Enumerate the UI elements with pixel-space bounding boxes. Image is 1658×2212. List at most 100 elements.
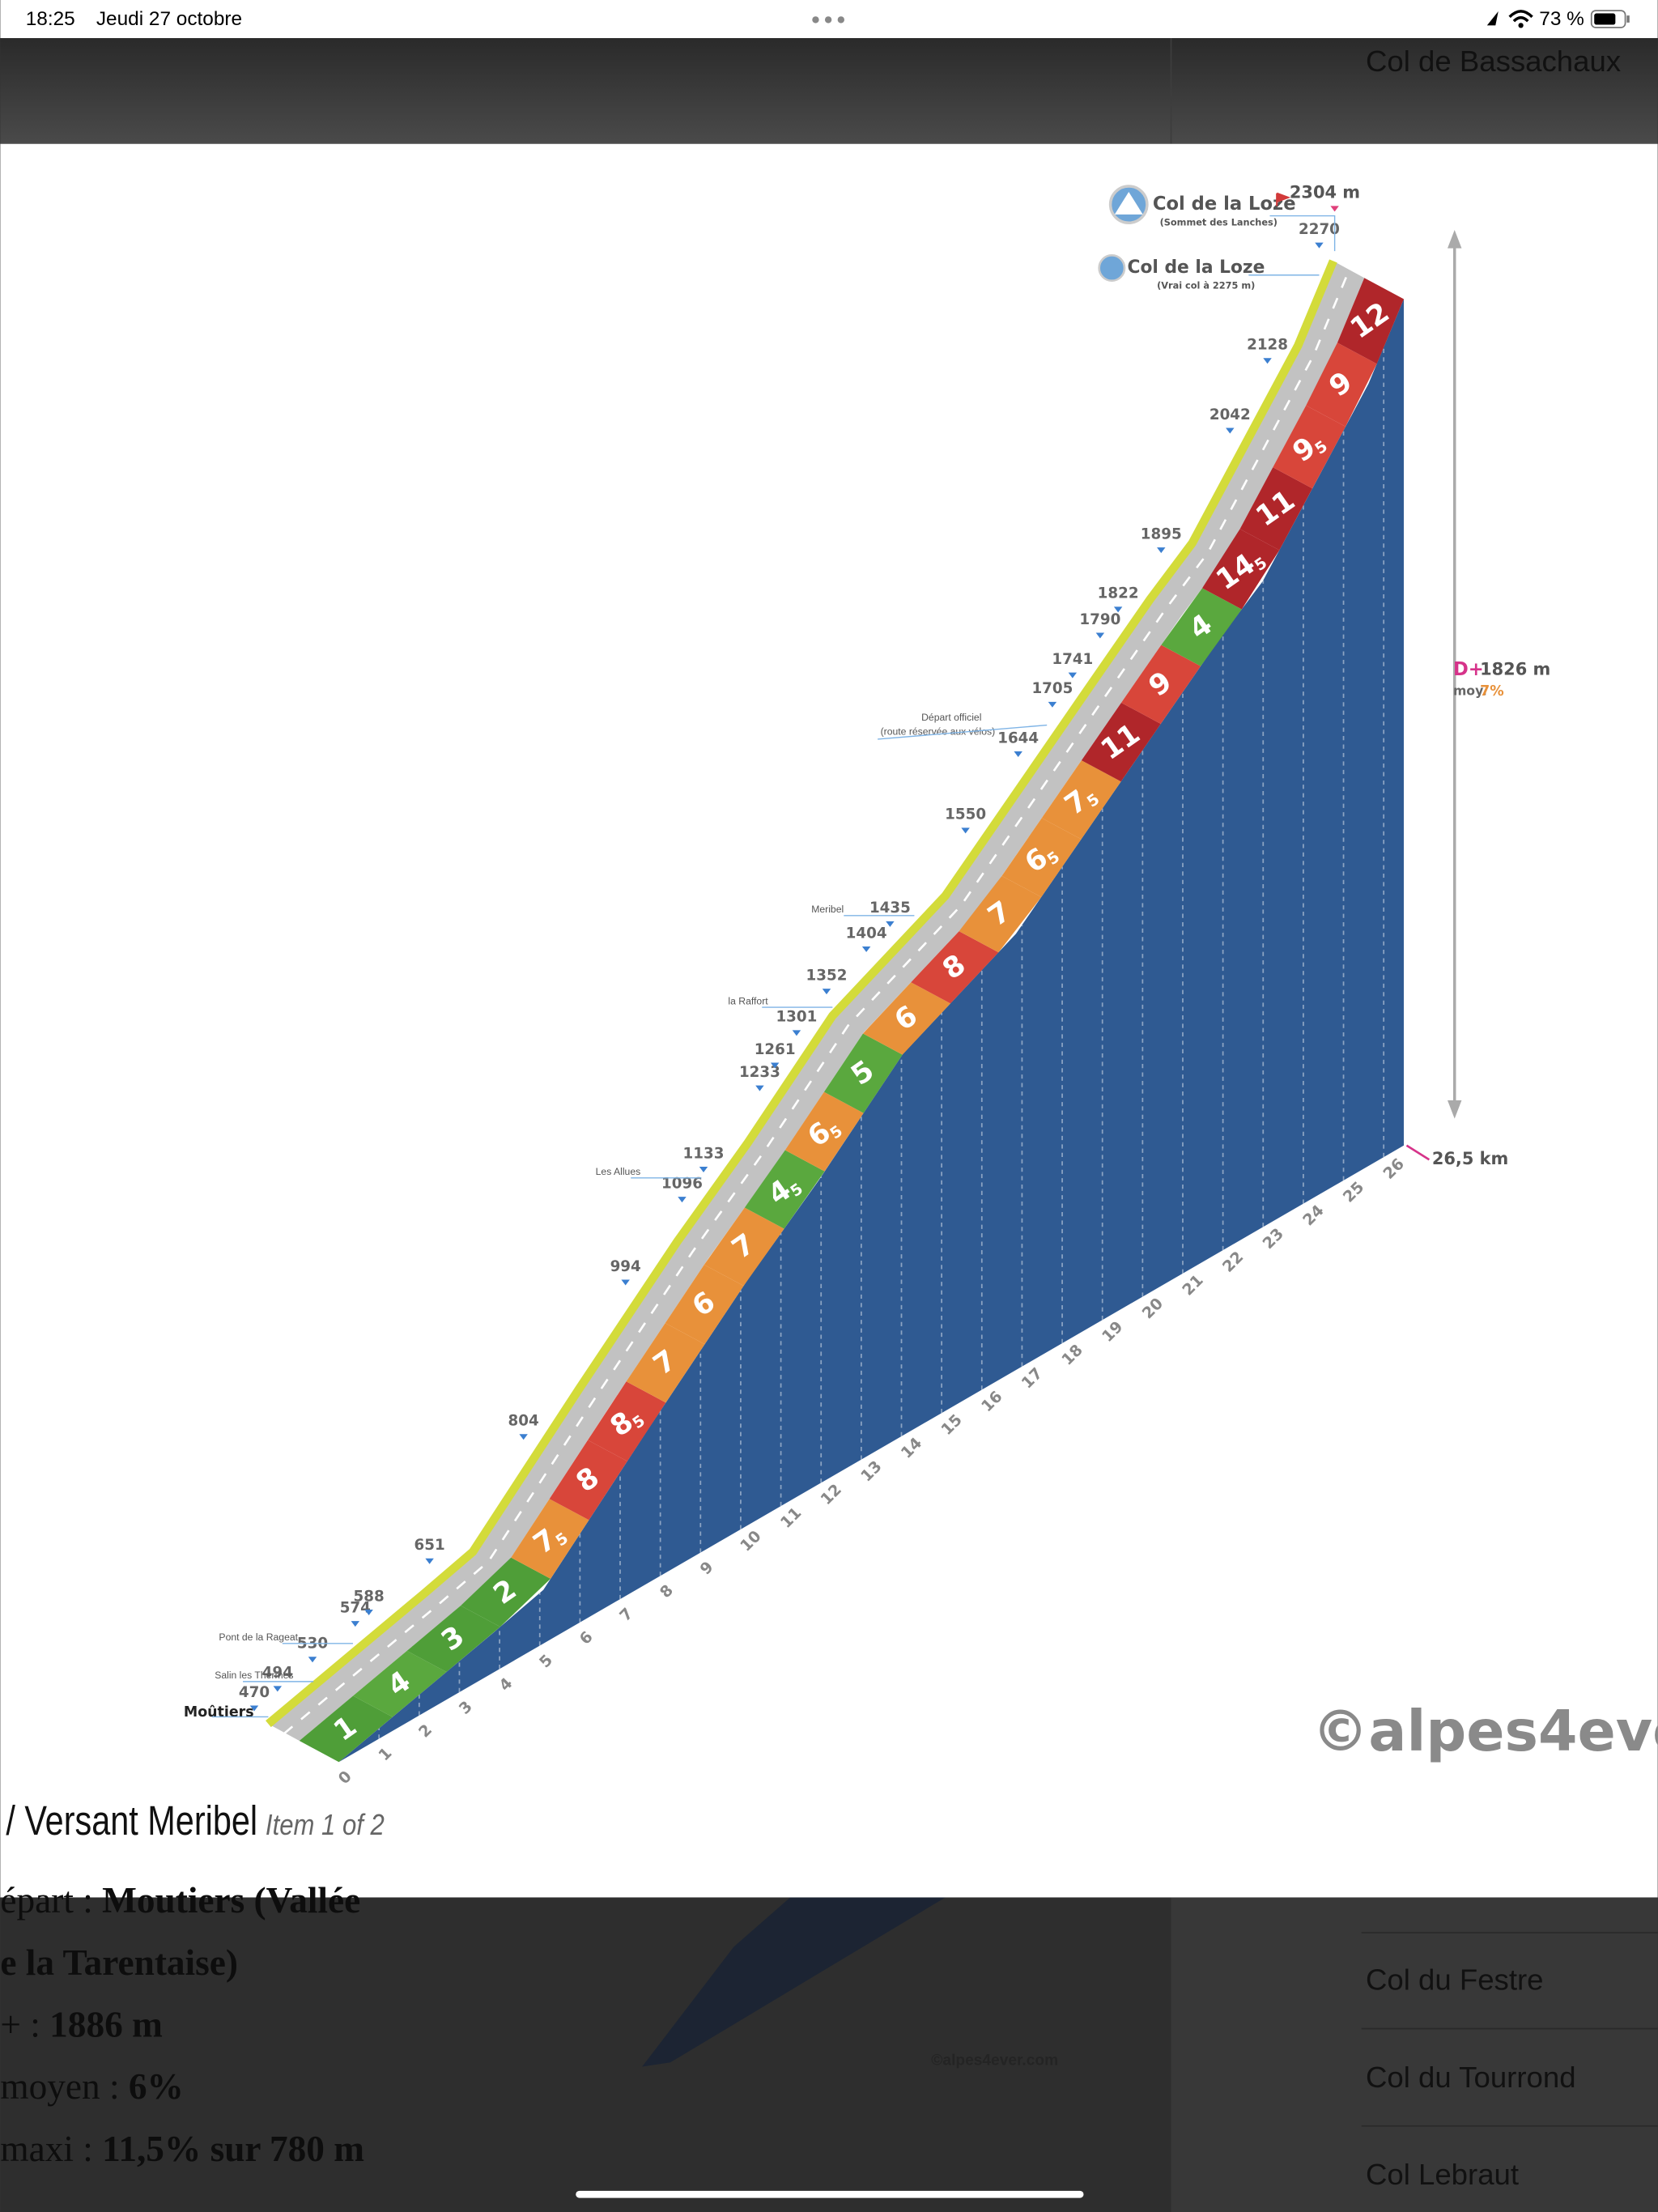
altitude-marker [1014, 751, 1022, 758]
altitude-marker [1095, 632, 1105, 639]
sidebar-link[interactable]: Col Lebraut [1366, 2158, 1519, 2191]
sidebar-band [1171, 1897, 1658, 2212]
gradient-segment [549, 1440, 627, 1521]
gradient-segment [665, 1265, 744, 1345]
altitude-label: 1233 [739, 1064, 780, 1081]
altitude-marker [1048, 701, 1057, 708]
thumbnail-watermark: ©alpes4ever.com [931, 2052, 1058, 2069]
article-line: moyen : 6% [0, 2067, 183, 2108]
article-text-part: 6% [129, 2067, 184, 2108]
article-line: + : 1886 m [0, 2005, 162, 2045]
gradient-segment [406, 1606, 500, 1673]
altitude-label: 1644 [997, 730, 1039, 747]
altitude-marker [1315, 242, 1324, 249]
altitude-label: 2042 [1209, 406, 1251, 423]
gradient-segment [959, 875, 1042, 953]
article-line: épart : Moutiers (Vallée [0, 1881, 360, 1921]
place-label: (route réservée aux vélos) [881, 725, 996, 737]
lightbox-counter: Item 1 of 2 [266, 1809, 385, 1842]
multitask-dots[interactable] [812, 16, 844, 23]
gradient-segment [1121, 644, 1201, 724]
summit-note: (Sommet des Lanches) [1160, 216, 1278, 228]
watermark: ©alpes4ever [1312, 1699, 1658, 1764]
summit-marker [1330, 206, 1339, 212]
gradient-segment [1081, 702, 1161, 782]
altitude-marker [755, 1085, 764, 1091]
altitude-marker [351, 1621, 360, 1627]
article-line: e la Tarentaise) [0, 1942, 238, 1983]
altitude-label: 1822 [1098, 585, 1139, 602]
average-label: moy. [1453, 683, 1487, 698]
gradient-segment [299, 1695, 393, 1763]
altitude-label: 994 [610, 1258, 641, 1275]
altitude-marker [822, 989, 831, 995]
altitude-label: 2128 [1247, 337, 1288, 354]
road-edge [266, 259, 1337, 1728]
altitude-marker [1226, 428, 1235, 434]
gradient-segment [1041, 760, 1121, 840]
altitude-marker [886, 921, 895, 927]
place-label: Départ officiel [921, 712, 981, 723]
average-value: 7% [1480, 683, 1504, 700]
altitude-label: 1096 [661, 1175, 703, 1192]
sidebar-link[interactable]: Col du Festre [1366, 1963, 1544, 1997]
altitude-label: 1705 [1031, 680, 1073, 697]
altitude-label: 2270 [1299, 221, 1340, 238]
place-label: Les Allues [596, 1166, 641, 1177]
sidebar-link[interactable]: Col de Bassachaux [1366, 45, 1621, 78]
gradient-segment [1161, 588, 1242, 666]
article-text-part: e la Tarentaise) [0, 1942, 238, 1983]
gradient-segment [626, 1323, 705, 1403]
article-text-part: maxi : [0, 2129, 102, 2169]
article-text-part: épart : [0, 1881, 102, 1921]
battery-tip [1626, 15, 1630, 23]
altitude-label: 574 [340, 1599, 371, 1616]
altitude-label: 1301 [776, 1009, 817, 1026]
pass-icon [1098, 254, 1126, 283]
gradient-segment [744, 1150, 825, 1229]
climb-value: 1826 m [1480, 660, 1550, 679]
altitude-marker [678, 1197, 687, 1203]
gradient-segment [1202, 529, 1280, 610]
gradient-segment [588, 1381, 666, 1461]
altitude-marker [792, 1030, 801, 1036]
gradient-segment [1239, 467, 1313, 551]
gradient-segment [353, 1650, 447, 1717]
summit-icon-peak [1114, 191, 1143, 215]
altitude-label: 1435 [869, 900, 911, 917]
climb-profile: 0123456789101112131415161718192021222324… [184, 183, 1658, 1788]
place-label: Pont de la Rageat [219, 1631, 298, 1643]
battery-fill [1594, 13, 1616, 25]
distance-label: 26,5 km [1432, 1149, 1508, 1168]
altitude-label: 588 [354, 1588, 385, 1605]
altitude-marker [770, 1062, 780, 1069]
altitude-label: 494 [262, 1665, 293, 1682]
altitude-label: 470 [239, 1684, 270, 1701]
altitude-marker [861, 946, 871, 952]
summit-flag [1276, 192, 1291, 206]
article-line: maxi : 11,5% sur 780 m [0, 2129, 364, 2169]
altitude-marker [1263, 358, 1272, 364]
altitude-marker [425, 1558, 434, 1564]
gradient-segment [511, 1499, 589, 1579]
altitude-label: 1550 [945, 806, 986, 823]
sidebar-link[interactable]: Col du Tourrond [1366, 2061, 1576, 2094]
home-indicator [576, 2190, 1084, 2198]
altitude-marker [1068, 672, 1078, 678]
place-label: Meribel [811, 904, 844, 915]
altitude-marker [621, 1279, 630, 1286]
altitude-marker [519, 1434, 528, 1440]
header-band [0, 38, 1658, 144]
altitude-marker [1113, 606, 1123, 613]
altitude-label: 1895 [1141, 525, 1182, 542]
gradient-segment [704, 1207, 784, 1287]
status-date: Jeudi 27 octobre [96, 8, 242, 30]
altitude-label: 1261 [755, 1041, 796, 1058]
gradient-segment [911, 931, 999, 1004]
battery-icon [1590, 10, 1626, 28]
altitude-label: 1352 [806, 967, 848, 984]
place-label: Moûtiers [184, 1704, 254, 1721]
